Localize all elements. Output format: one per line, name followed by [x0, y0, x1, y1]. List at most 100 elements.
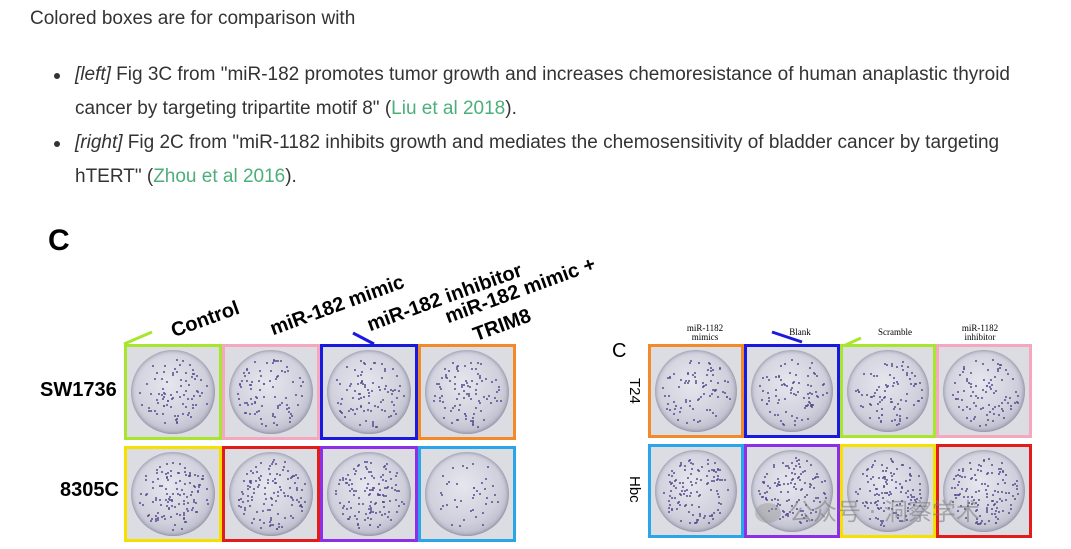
pointer-line-icon [123, 330, 153, 346]
colony-dot [991, 464, 994, 467]
colony-dot [766, 485, 769, 488]
colony-dot [791, 358, 794, 361]
colony-dot [672, 401, 675, 404]
colony-dot [810, 518, 813, 521]
colony-dot [883, 475, 886, 478]
colony-dot [958, 405, 961, 408]
colony-dot [791, 414, 794, 417]
colony-dot [253, 412, 256, 415]
colony-dot [258, 477, 261, 480]
colony-dot [384, 464, 387, 467]
colony-dot [244, 374, 247, 377]
colony-dot [438, 386, 441, 389]
colony-dot [470, 419, 473, 422]
colony-dot [854, 490, 857, 493]
colony-dot [958, 374, 961, 377]
colony-dot [189, 494, 192, 497]
colony-dot [993, 503, 996, 506]
colony-dot [962, 366, 965, 369]
colony-dot [896, 403, 899, 406]
colony-dot [172, 528, 175, 531]
colony-dot [696, 399, 699, 402]
colony-dot [684, 504, 687, 507]
colony-dot [339, 382, 342, 385]
colony-dot [272, 414, 275, 417]
ref-link-zhou-2016[interactable]: Zhou et al 2016 [153, 166, 286, 187]
colony-dot [275, 375, 278, 378]
colony-dot [918, 399, 921, 402]
colony-dot [163, 364, 166, 367]
colony-dot [669, 483, 672, 486]
colony-dot [197, 490, 200, 493]
colony-dot [812, 499, 815, 502]
colony-dot [166, 500, 169, 503]
colony-dot [953, 487, 956, 490]
colony-dot [808, 392, 811, 395]
colony-dot [189, 471, 192, 474]
colony-dot [372, 422, 375, 425]
colony-dot [374, 502, 377, 505]
colony-dot [877, 507, 880, 510]
colony-dot [913, 503, 916, 506]
colony-dot [954, 398, 957, 401]
colony-dot [1011, 494, 1014, 497]
colony-dot [693, 372, 696, 375]
colony-dot [242, 479, 245, 482]
colony-dot [292, 380, 295, 383]
colony-dot [183, 483, 186, 486]
pointer-line-icon [771, 330, 803, 344]
colony-dot [906, 506, 909, 509]
colony-dot [277, 513, 280, 516]
colony-dot [985, 495, 988, 498]
colony-dot [357, 374, 360, 377]
colony-dot [478, 400, 481, 403]
colony-dot [176, 359, 179, 362]
colony-dot [237, 504, 240, 507]
colony-dot [446, 377, 449, 380]
colony-dot [957, 494, 960, 497]
colony-dot [192, 395, 195, 398]
colony-dot [340, 412, 343, 415]
colony-dot [901, 487, 903, 490]
colony-dot [685, 495, 688, 498]
colony-dot [257, 379, 260, 382]
colony-dot [909, 472, 912, 475]
colony-dot [166, 404, 169, 407]
colony-dot [865, 468, 868, 471]
colony-dot [998, 363, 1001, 366]
colony-dot [967, 496, 970, 499]
colony-dot [960, 504, 963, 507]
colony-dot [782, 383, 785, 386]
colony-dot [192, 501, 195, 504]
colony-dot [166, 493, 169, 496]
colony-dot [357, 503, 360, 506]
colony-dot [978, 464, 981, 467]
colony-dot [175, 482, 178, 485]
colony-dot [207, 502, 210, 505]
colony-dot [338, 409, 341, 412]
colony-dot [996, 507, 999, 510]
colony-dot [897, 423, 900, 426]
colony-dot [398, 489, 401, 492]
colony-dot [726, 395, 729, 398]
colony-dot [686, 489, 689, 492]
colony-dot [823, 491, 826, 494]
colony-dot [905, 491, 908, 494]
colony-dot [368, 505, 371, 508]
colony-dot [185, 405, 188, 408]
ref-link-liu-2018[interactable]: Liu et al 2018 [391, 98, 506, 119]
plate-image [936, 444, 1032, 538]
colony-dot [679, 481, 682, 484]
colony-dot [385, 463, 388, 466]
colony-dot [293, 482, 296, 484]
colony-dot [267, 479, 270, 482]
colony-dot [881, 398, 884, 401]
colony-dot [184, 474, 187, 477]
colony-dot [379, 494, 381, 497]
plate-image [320, 344, 418, 440]
colony-dot [475, 515, 477, 518]
colony-dot [766, 391, 769, 394]
colony-dot [906, 496, 909, 499]
colony-dot [350, 507, 353, 510]
colony-dot [974, 416, 977, 419]
